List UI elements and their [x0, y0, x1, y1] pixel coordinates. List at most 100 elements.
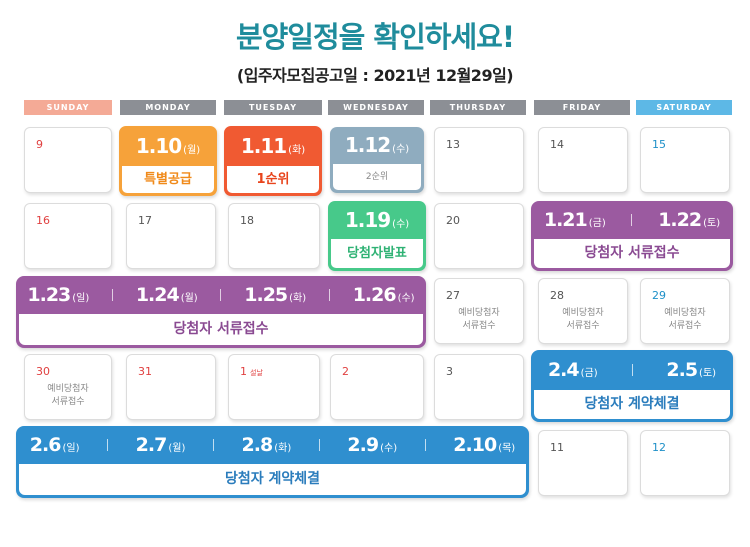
range-weekday: (토) [703, 218, 721, 229]
calendar-cell: 14 [538, 127, 628, 193]
separator [631, 214, 633, 226]
range-date: 1.25 [244, 284, 288, 306]
range-weekday: (금) [588, 218, 606, 229]
card-weekday: (수) [392, 219, 410, 230]
range-date: 2.8 [241, 434, 274, 456]
prelim-line: 예비당첨자 [562, 308, 604, 318]
weekday-tuesday: TUESDAY [224, 100, 322, 115]
range-contract-week: 2.6 (일) 2.7 (월) 2.8 (화) 2.9 (수) 2.10 (목) 당첨자 … [16, 426, 529, 498]
card-label: 2순위 [333, 164, 421, 190]
calendar-cell: 27 예비당첨자 서류접수 [434, 278, 524, 344]
range-label: 당첨자 계약체결 [19, 464, 526, 495]
range-date: 2.6 [29, 434, 62, 456]
day-number: 16 [36, 214, 50, 227]
calendar-cell: 30 예비당첨자 서류접수 [24, 354, 112, 420]
separator [424, 439, 426, 451]
day-number: 1 설날 [240, 365, 263, 378]
calendar-cell: 16 [24, 203, 112, 269]
calendar-cell: 29 예비당첨자 서류접수 [640, 278, 730, 344]
range-weekday: (일) [72, 293, 90, 304]
prelim-docs-text: 예비당첨자 서류접수 [435, 307, 523, 333]
range-date: 2.10 [453, 434, 497, 456]
card-weekday: (수) [392, 144, 410, 155]
range-date: 2.9 [347, 434, 379, 456]
day-number: 12 [652, 441, 666, 454]
separator [107, 439, 109, 451]
range-date: 1.22 [658, 209, 702, 231]
schedule-card-first-priority: 1.11 (화) 1순위 [224, 126, 322, 196]
card-label: 특별공급 [122, 166, 214, 193]
day-number: 30 [36, 365, 50, 378]
card-date: 1.11 [240, 134, 287, 158]
card-date: 1.10 [135, 134, 182, 158]
calendar-cell: 31 [126, 354, 216, 420]
calendar-cell: 12 [640, 430, 730, 496]
range-weekday: (수) [397, 293, 415, 304]
prelim-line: 서류접수 [566, 321, 600, 331]
day-number-value: 1 [240, 365, 247, 378]
weekday-thursday: THURSDAY [430, 100, 526, 115]
day-number: 9 [36, 138, 43, 151]
prelim-line: 예비당첨자 [458, 308, 500, 318]
range-label: 당첨자 서류접수 [534, 239, 730, 268]
prelim-docs-text: 예비당첨자 서류접수 [641, 307, 729, 333]
calendar-cell: 28 예비당첨자 서류접수 [538, 278, 628, 344]
weekday-wednesday: WEDNESDAY [328, 100, 424, 115]
day-number: 3 [446, 365, 453, 378]
day-number: 15 [652, 138, 666, 151]
separator [220, 289, 222, 301]
calendar-cell: 20 [434, 203, 524, 269]
day-number: 20 [446, 214, 460, 227]
announcement-date: (입주자모집공고일 : 2021년 12월29일) [236, 66, 514, 85]
range-docs-fri-sat: 1.21 (금) 1.22 (토) 당첨자 서류접수 [531, 201, 733, 271]
range-contract-fri-sat: 2.4 (금) 2.5 (토) 당첨자 계약체결 [531, 350, 733, 422]
range-date: 1.21 [543, 209, 588, 231]
separator [112, 289, 114, 301]
range-date: 2.7 [135, 434, 168, 456]
separator [631, 364, 633, 376]
calendar-cell: 11 [538, 430, 628, 496]
prelim-docs-text: 예비당첨자 서류접수 [539, 307, 627, 333]
range-weekday: (화) [289, 293, 307, 304]
prelim-line: 서류접수 [668, 321, 702, 331]
schedule-card-winner-announcement: 1.19 (수) 당첨자발표 [328, 201, 426, 271]
day-number: 29 [652, 289, 666, 302]
prelim-line: 예비당첨자 [664, 308, 706, 318]
page-title: 분양일정을 확인하세요! [235, 20, 515, 54]
range-date: 1.24 [135, 284, 180, 306]
calendar-cell: 9 [24, 127, 112, 193]
prelim-line: 서류접수 [462, 321, 496, 331]
weekday-monday: MONDAY [120, 100, 216, 115]
range-weekday: (일) [62, 443, 80, 454]
schedule-card-second-priority: 1.12 (수) 2순위 [330, 127, 424, 193]
range-weekday: (금) [580, 368, 598, 379]
card-label: 1순위 [227, 166, 319, 193]
day-number: 18 [240, 214, 254, 227]
day-number: 14 [550, 138, 564, 151]
range-weekday: (목) [498, 443, 516, 454]
day-number: 31 [138, 365, 152, 378]
range-weekday: (월) [180, 293, 198, 304]
calendar-cell: 1 설날 [228, 354, 320, 420]
range-weekday: (월) [168, 443, 186, 454]
day-number: 2 [342, 365, 349, 378]
separator [328, 289, 330, 301]
separator [212, 439, 214, 451]
range-weekday: (토) [699, 368, 717, 379]
range-date: 1.26 [352, 284, 397, 306]
day-number: 27 [446, 289, 460, 302]
weekday-friday: FRIDAY [534, 100, 630, 115]
range-weekday: (화) [274, 443, 292, 454]
calendar-cell: 13 [434, 127, 524, 193]
card-label: 당첨자발표 [331, 239, 423, 268]
schedule-card-special-supply: 1.10 (월) 특별공급 [119, 126, 217, 196]
weekday-sunday: SUNDAY [24, 100, 112, 115]
range-date: 2.5 [666, 359, 698, 381]
day-number: 17 [138, 214, 152, 227]
card-date: 1.12 [344, 133, 391, 157]
range-date: 2.4 [547, 359, 580, 381]
card-weekday: (화) [288, 145, 306, 156]
prelim-line: 예비당첨자 [47, 384, 89, 394]
calendar-cell: 18 [228, 203, 320, 269]
range-label: 당첨자 서류접수 [19, 314, 423, 345]
